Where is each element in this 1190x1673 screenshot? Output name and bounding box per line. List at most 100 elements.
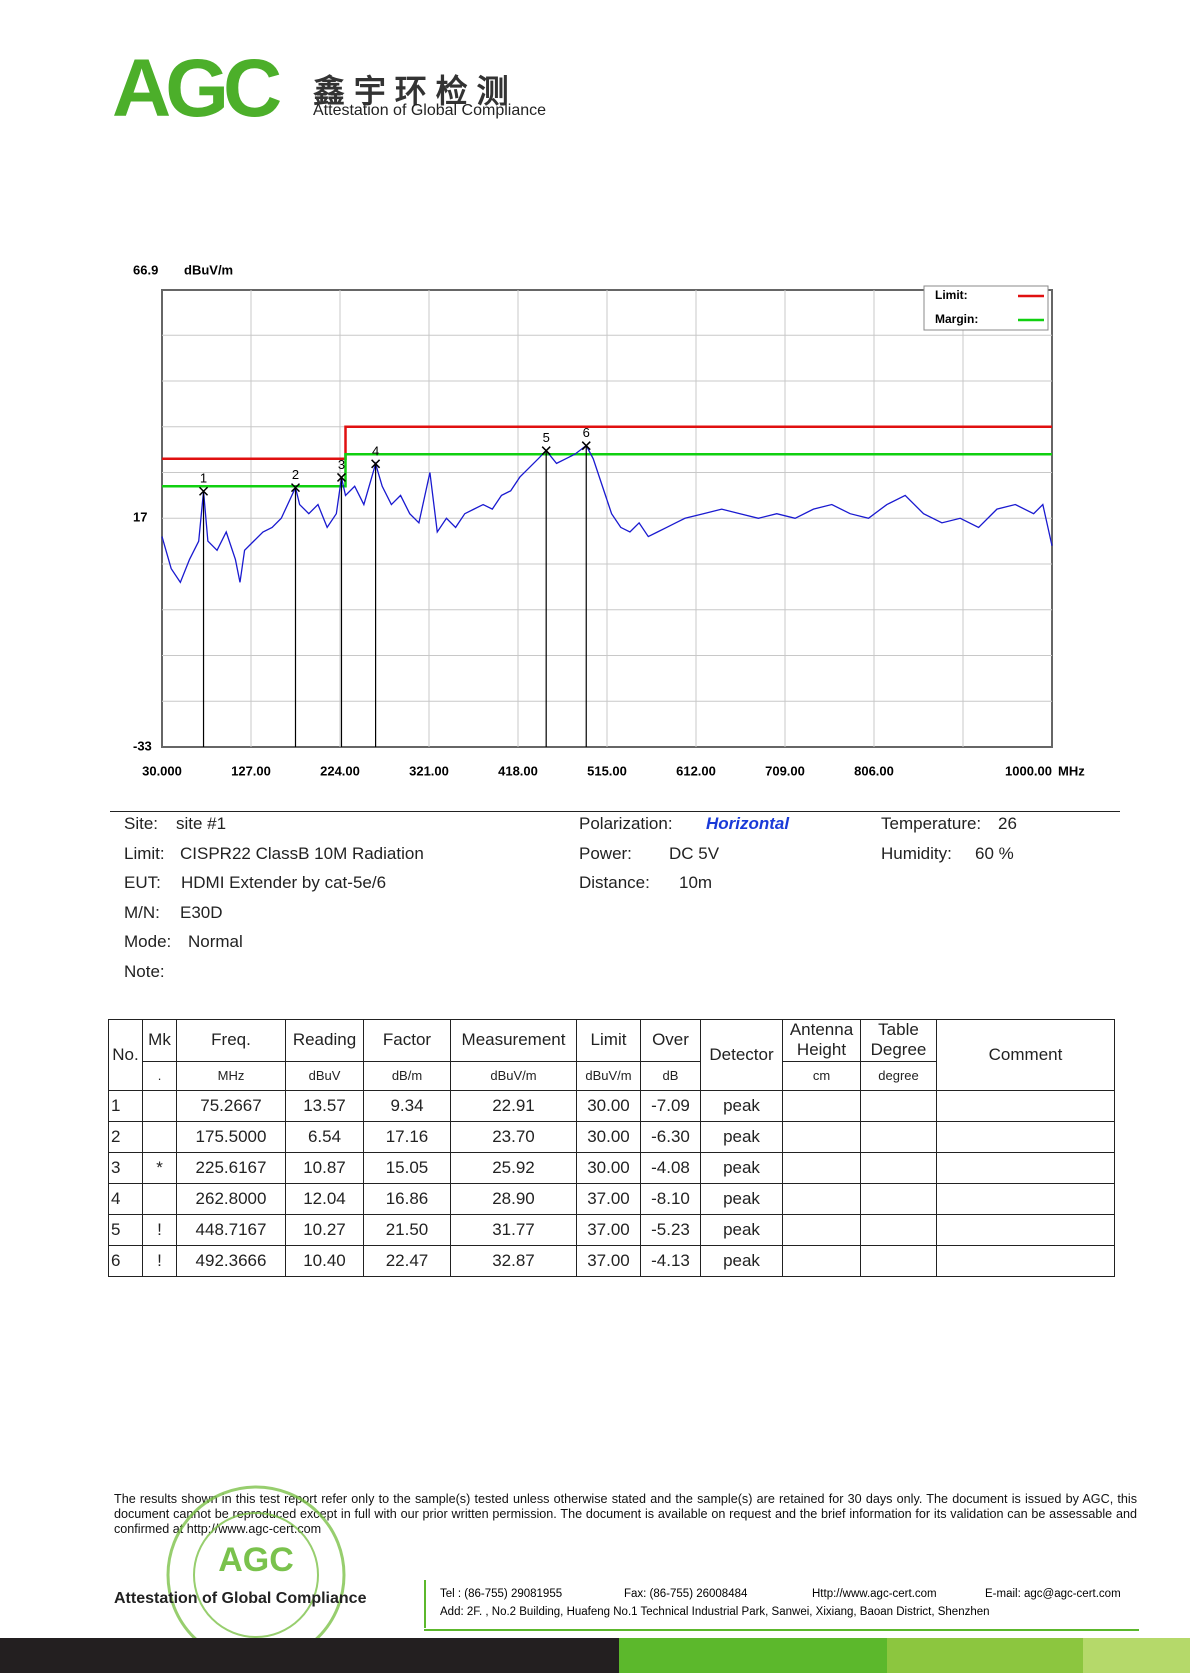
header-cell: Measurement — [450, 1019, 577, 1062]
table-cell: -6.30 — [640, 1121, 701, 1153]
table-cell: 10.40 — [285, 1245, 364, 1277]
table-cell: ! — [142, 1214, 177, 1246]
y-tick-label: -33 — [133, 738, 152, 753]
info-value: 10m — [679, 873, 713, 892]
table-cell: 10.87 — [285, 1152, 364, 1184]
table-cell: peak — [700, 1152, 783, 1184]
table-cell — [782, 1152, 861, 1184]
table-cell: 32.87 — [450, 1245, 577, 1277]
marker-label: 1 — [200, 471, 207, 486]
table-cell: 9.34 — [363, 1090, 451, 1122]
chart: -33 17 66.9 dBuV/m 30.000 127.00 224.00 321.00 4… — [133, 262, 1085, 778]
marker — [336, 472, 347, 482]
web: Http://www.agc-cert.com — [812, 1588, 937, 1600]
table-cell — [936, 1121, 1115, 1153]
marker-label: 5 — [543, 430, 550, 445]
table-cell — [142, 1121, 177, 1153]
series-line — [162, 425, 1052, 461]
table-cell: 23.70 — [450, 1121, 577, 1153]
unit-cell: degree — [860, 1060, 937, 1092]
x-tick-label: 321.00 — [409, 763, 449, 778]
marker — [581, 441, 591, 451]
x-tick-label: 1000.00 — [1005, 763, 1052, 778]
table-cell: 5 — [108, 1214, 143, 1246]
header-cell: Limit — [576, 1019, 641, 1062]
bar — [619, 1638, 887, 1673]
marker-label: 3 — [338, 457, 345, 472]
table-cell — [860, 1121, 937, 1153]
header-cell: Over — [640, 1019, 701, 1062]
table-cell: 22.47 — [363, 1245, 451, 1277]
table-cell — [860, 1183, 937, 1215]
table-cell — [860, 1152, 937, 1184]
table-cell: 6.54 — [285, 1121, 364, 1153]
info-label: Distance: — [579, 873, 650, 892]
unit-cell: dB — [640, 1060, 701, 1092]
table-cell: 4 — [108, 1183, 143, 1215]
y-tick-label: 17 — [133, 510, 147, 525]
table-cell: 37.00 — [576, 1183, 641, 1215]
header-cell: Table Degree — [860, 1019, 937, 1062]
table-cell: -7.09 — [640, 1090, 701, 1122]
table-cell: 13.57 — [285, 1090, 364, 1122]
unit-cell: . — [142, 1060, 177, 1092]
table-cell: * — [142, 1152, 177, 1184]
divider — [110, 811, 1120, 812]
disclaimer: The results shown in this test report re… — [114, 1492, 1137, 1536]
y-tick-label: 66.9 — [133, 262, 158, 277]
footer-rule — [424, 1629, 1139, 1631]
table-cell — [782, 1183, 861, 1215]
table-cell: 30.00 — [576, 1090, 641, 1122]
header-cell: Factor — [363, 1019, 451, 1062]
table-cell: 3 — [108, 1152, 143, 1184]
table-cell: 225.6167 — [176, 1152, 286, 1184]
header-cell: Mk — [142, 1019, 177, 1062]
x-tick-label: 127.00 — [231, 763, 271, 778]
marker — [541, 446, 551, 456]
marker — [199, 486, 209, 496]
table-cell: -5.23 — [640, 1214, 701, 1246]
table-cell: 175.5000 — [176, 1121, 286, 1153]
marker-label: 2 — [292, 467, 299, 482]
table-cell — [860, 1214, 937, 1246]
x-unit: MHz — [1058, 763, 1085, 778]
table-cell — [782, 1121, 861, 1153]
header-cell: Detector — [700, 1019, 783, 1091]
header-cell: Reading — [285, 1019, 364, 1062]
info-label: Temperature: — [881, 814, 982, 833]
table-cell: 1 — [108, 1090, 143, 1122]
table-cell — [142, 1090, 177, 1122]
logo-text: AGC — [112, 43, 282, 134]
table-cell — [782, 1090, 861, 1122]
table-cell: 6 — [108, 1245, 143, 1277]
info-label: M/N: — [124, 902, 160, 922]
info-value: CISPR22 ClassB 10M Radiation — [180, 843, 424, 863]
unit-cell: dBuV/m — [450, 1060, 577, 1092]
unit-cell: dB/m — [363, 1060, 451, 1092]
table-cell: 17.16 — [363, 1121, 451, 1153]
table-cell: -4.08 — [640, 1152, 701, 1184]
table-cell: 22.91 — [450, 1090, 577, 1122]
stamp-text: AGC — [218, 1541, 294, 1579]
stamp: AGC — [166, 1485, 346, 1665]
table-cell — [860, 1245, 937, 1277]
table-cell — [782, 1245, 861, 1277]
table-cell: ! — [142, 1245, 177, 1277]
table-cell: 10.27 — [285, 1214, 364, 1246]
fax: Fax: (86-755) 26008484 — [624, 1588, 748, 1600]
info-label: EUT: — [124, 873, 161, 892]
footer-tagline: Attestation of Global Compliance — [114, 1590, 367, 1607]
info-label: Polarization: — [579, 814, 673, 833]
table-cell — [936, 1090, 1115, 1122]
table-cell: peak — [700, 1245, 783, 1277]
info-value: E30D — [180, 902, 223, 922]
logo-tagline: Attestation of Global Compliance — [313, 102, 547, 119]
x-tick-label: 515.00 — [587, 763, 627, 778]
table-cell: -4.13 — [640, 1245, 701, 1277]
table-cell: 25.92 — [450, 1152, 577, 1184]
x-tick-label: 30.000 — [142, 763, 182, 778]
unit-cell: dBuV/m — [576, 1060, 641, 1092]
table-cell: peak — [700, 1121, 783, 1153]
table-cell — [142, 1183, 177, 1215]
table-cell: peak — [700, 1090, 783, 1122]
